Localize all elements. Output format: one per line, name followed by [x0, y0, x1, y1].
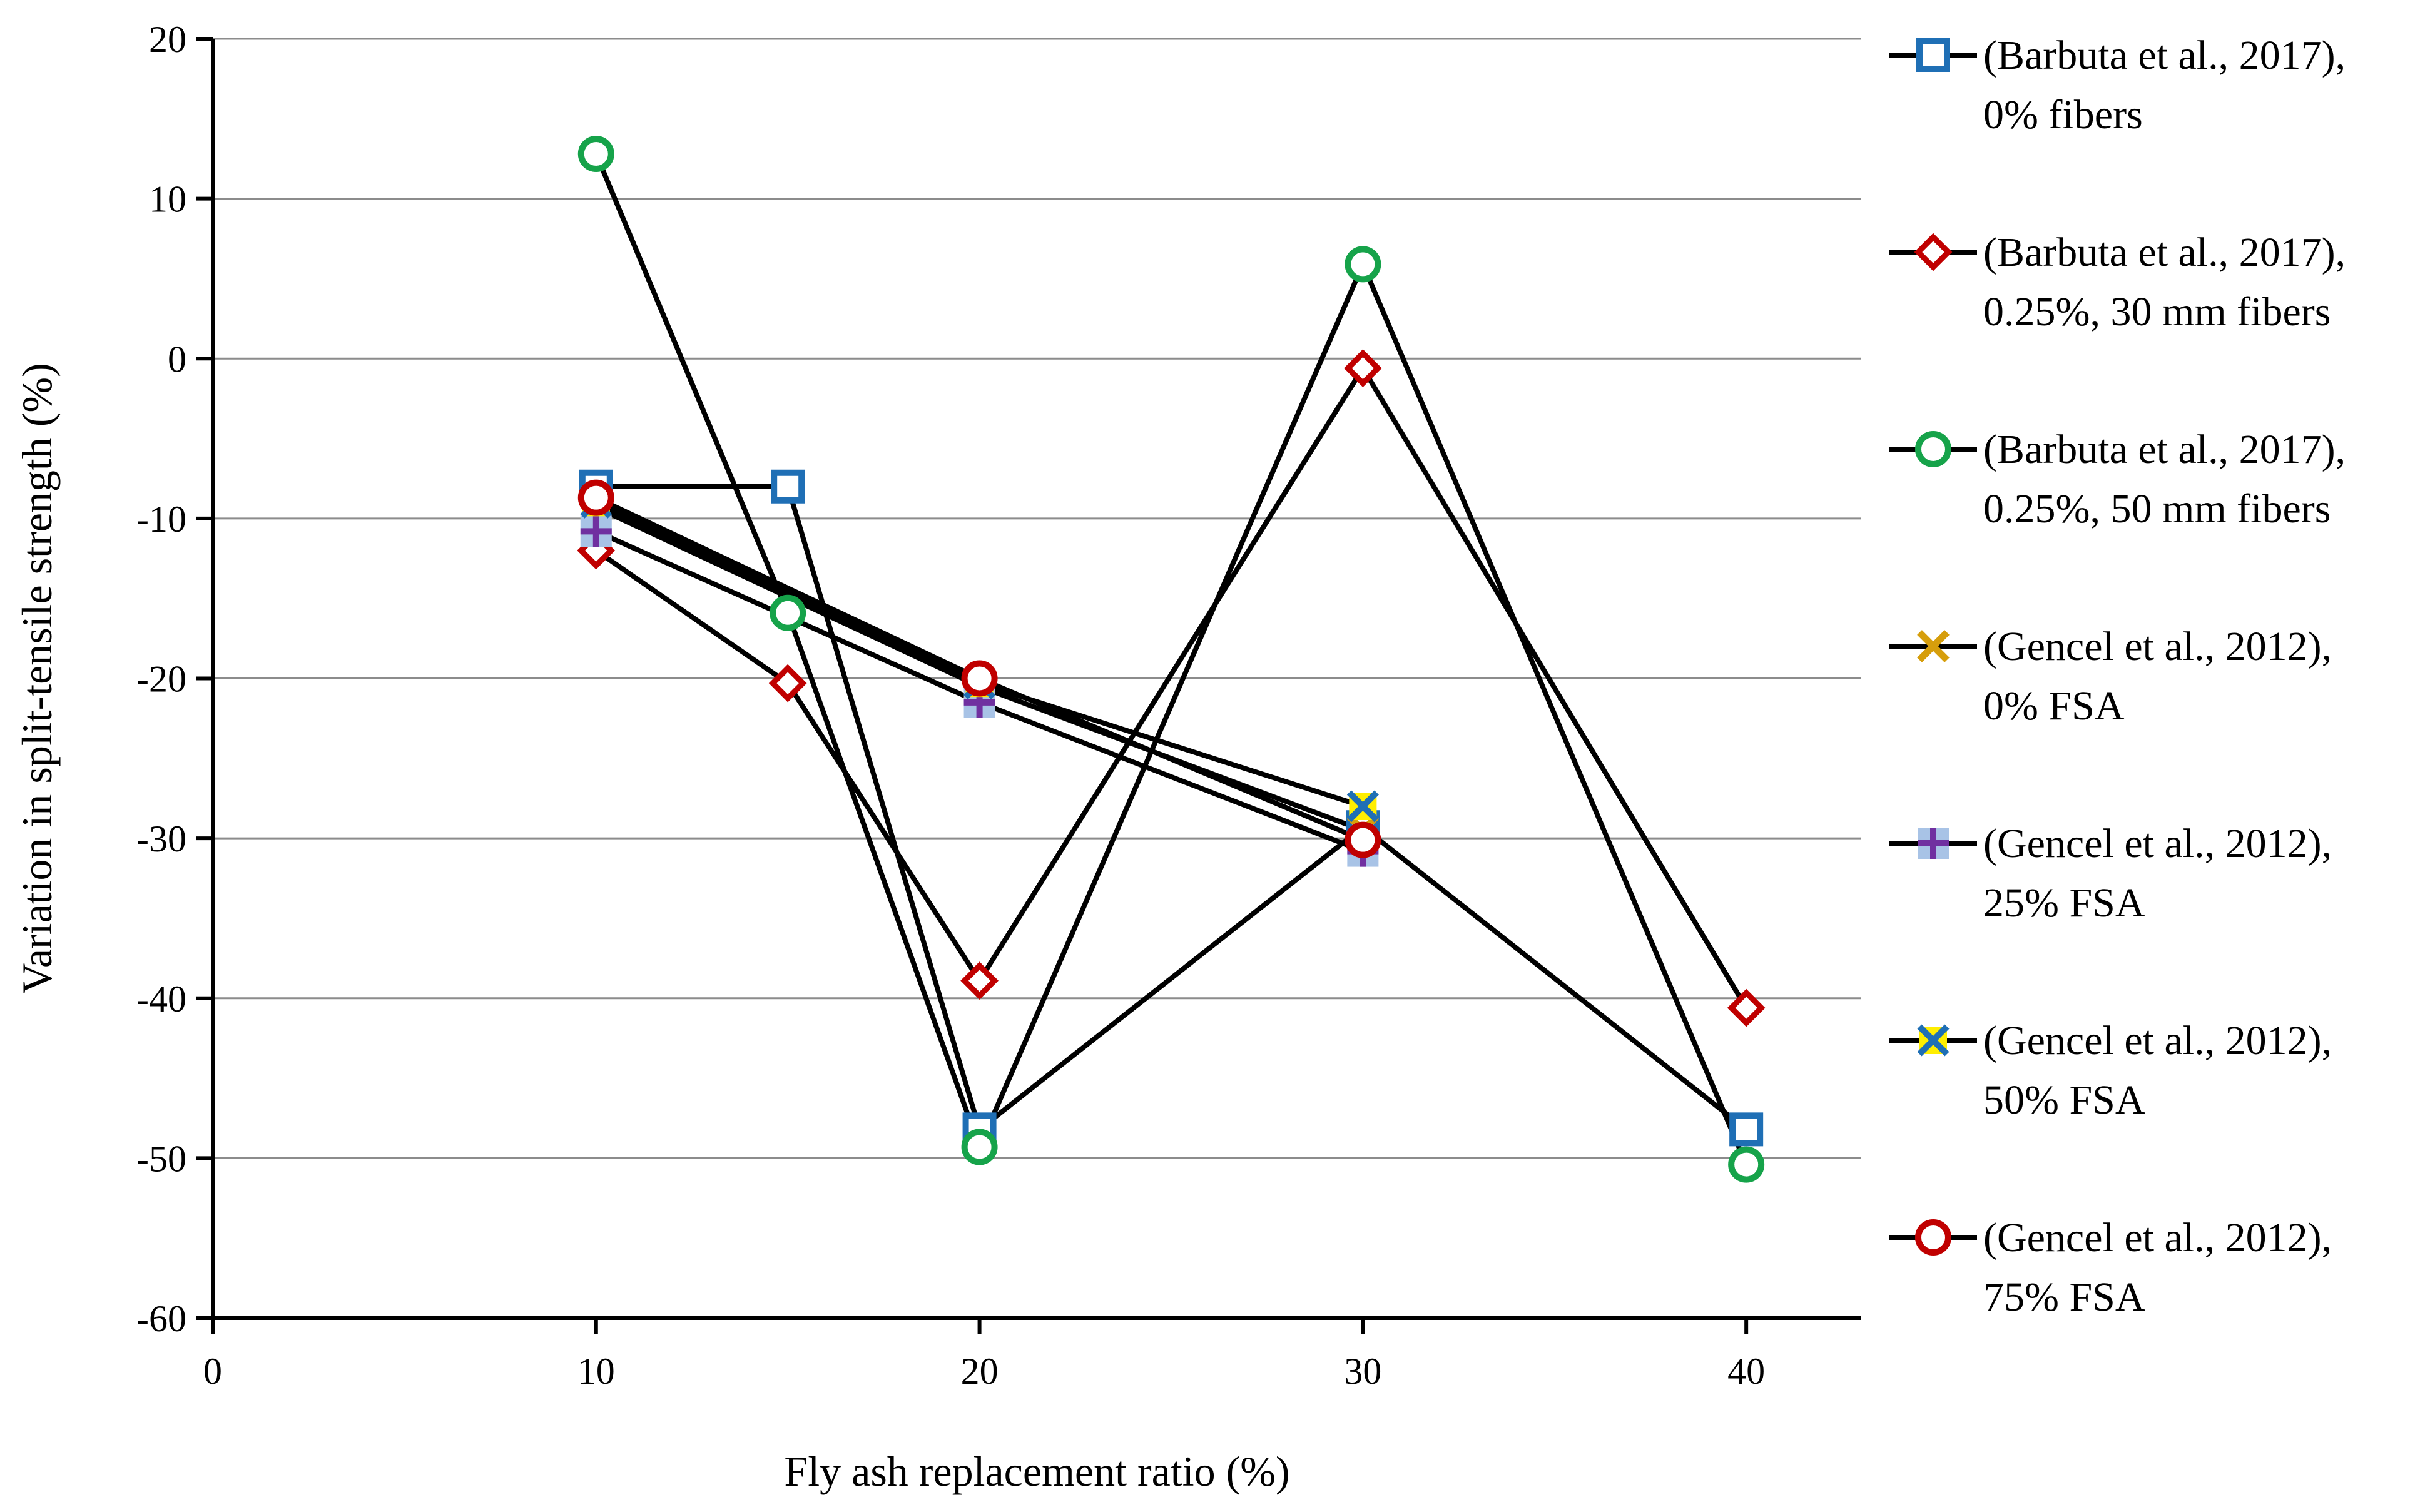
legend-item-3: (Barbuta et al., 2017), 0.25%, 50 mm fibe…: [1889, 427, 2346, 532]
legend-label: (Gencel et al., 2012),: [1983, 821, 2332, 866]
plus-marker: [1918, 828, 1949, 859]
data-point: [960, 961, 999, 1000]
y-tick-label: -40: [136, 978, 186, 1020]
circle-marker: [961, 1129, 998, 1165]
legend-item-2: (Barbuta et al., 2017), 0.25%, 30 mm fibe…: [1889, 230, 2346, 335]
data-point: [961, 660, 998, 697]
diamond-marker: [768, 664, 807, 703]
legend-marker: [1918, 828, 1949, 859]
x-marker: [1917, 630, 1950, 662]
data-point: [1344, 349, 1382, 387]
gridlines: [213, 38, 1861, 1159]
series-markers-1: [579, 469, 1764, 1147]
data-point: [770, 594, 806, 631]
data-point: [961, 1129, 998, 1165]
data-point: [1728, 1146, 1765, 1183]
diamond-marker: [1727, 988, 1766, 1027]
legend-item-7: (Gencel et al., 2012), 75% FSA: [1889, 1215, 2332, 1320]
legend-marker: [1914, 233, 1953, 271]
data-point: [1345, 821, 1381, 858]
circle-marker: [1915, 1219, 1951, 1256]
x-tick-label: 40: [1727, 1351, 1765, 1392]
y-tick-label: -10: [136, 499, 186, 540]
x-tick-label: 0: [203, 1351, 222, 1392]
circle-marker: [961, 660, 998, 697]
data-point: [1346, 790, 1379, 823]
y-tick-label: 20: [149, 19, 186, 60]
square-marker: [771, 469, 805, 504]
legend-marker: [1916, 38, 1950, 72]
circle-marker: [577, 136, 614, 173]
legend-label: 0% fibers: [1983, 92, 2143, 138]
axes: 20 10 0 -10 -20 -30 -40 -50 -60 0 10 20 30 40: [136, 19, 1861, 1392]
data-point: [577, 479, 614, 516]
data-point: [1727, 988, 1766, 1027]
series-markers: [577, 136, 1766, 1183]
legend-label: (Gencel et al., 2012),: [1983, 1215, 2332, 1261]
circle-marker: [1728, 1146, 1765, 1183]
y-tick-label: -30: [136, 818, 186, 860]
data-point: [1729, 1112, 1764, 1147]
x-tick-label: 10: [577, 1351, 615, 1392]
y-tick-label: -60: [136, 1298, 186, 1339]
x-marker: [1917, 1024, 1950, 1057]
circle-marker: [577, 479, 614, 516]
legend-label: 75% FSA: [1983, 1274, 2145, 1320]
legend-item-1: (Barbuta et al., 2017), 0% fibers: [1889, 33, 2346, 138]
y-tick-label: -50: [136, 1138, 186, 1179]
data-point: [580, 515, 612, 547]
data-point: [1345, 246, 1381, 283]
legend-marker: [1915, 1219, 1951, 1256]
diamond-marker: [960, 961, 999, 1000]
y-tick-label: 10: [149, 179, 186, 220]
plus-marker: [580, 515, 612, 547]
square-marker: [1729, 1112, 1764, 1147]
series-markers-3: [577, 136, 1765, 1183]
legend-label: (Gencel et al., 2012),: [1983, 1018, 2332, 1063]
legend-label: (Barbuta et al., 2017),: [1983, 427, 2346, 472]
legend: (Barbuta et al., 2017),0% fibers(Barbuta…: [1889, 33, 2346, 1320]
y-tick-label: -20: [136, 659, 186, 700]
legend-marker: [1917, 1024, 1950, 1057]
x-axis-title: Fly ash replacement ratio (%): [784, 1448, 1289, 1495]
diamond-marker: [1914, 233, 1953, 271]
legend-marker: [1917, 630, 1950, 662]
circle-marker: [1345, 821, 1381, 858]
x-marker: [1346, 790, 1379, 823]
x-tick-label: 20: [961, 1351, 999, 1392]
data-point: [771, 469, 805, 504]
circle-marker: [1345, 246, 1381, 283]
y-axis-title: Variation in split-tensile strength (%): [13, 363, 61, 993]
data-point: [768, 664, 807, 703]
series-markers-2: [577, 349, 1766, 1027]
legend-label: (Barbuta et al., 2017),: [1983, 33, 2346, 78]
legend-label: 0% FSA: [1983, 683, 2125, 729]
legend-item-5: (Gencel et al., 2012), 25% FSA: [1889, 821, 2332, 926]
square-marker: [1916, 38, 1950, 72]
y-tick-label: 0: [168, 338, 186, 380]
legend-label: 50% FSA: [1983, 1077, 2145, 1123]
data-point: [577, 136, 614, 173]
legend-label: 0.25%, 50 mm fibers: [1983, 486, 2331, 532]
circle-marker: [1915, 431, 1951, 467]
x-tick-label: 30: [1344, 1351, 1381, 1392]
legend-label: 25% FSA: [1983, 880, 2145, 926]
legend-label: (Gencel et al., 2012),: [1983, 624, 2332, 669]
series-markers-7: [577, 479, 1381, 858]
legend-item-6: (Gencel et al., 2012), 50% FSA: [1889, 1018, 2332, 1123]
diamond-marker: [1344, 349, 1382, 387]
legend-label: (Barbuta et al., 2017),: [1983, 230, 2346, 275]
legend-label: 0.25%, 30 mm fibers: [1983, 289, 2331, 335]
circle-marker: [770, 594, 806, 631]
legend-marker: [1915, 431, 1951, 467]
legend-item-4: (Gencel et al., 2012), 0% FSA: [1889, 624, 2332, 729]
